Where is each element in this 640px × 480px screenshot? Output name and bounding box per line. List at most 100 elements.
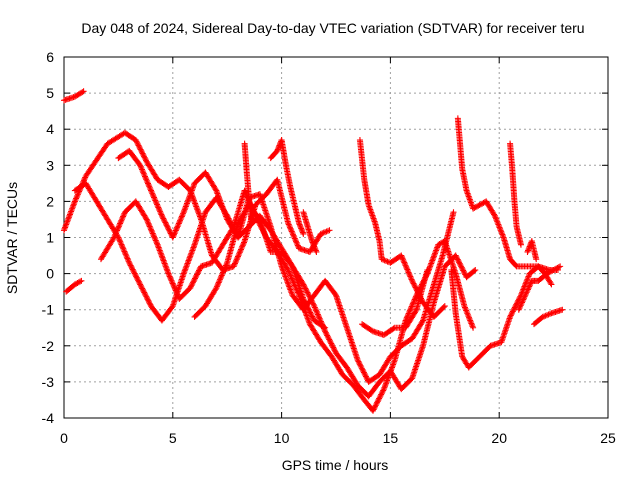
y-tick-label: -1 <box>42 302 55 318</box>
data-point <box>236 249 243 256</box>
data-point <box>518 300 525 307</box>
data-point <box>223 261 230 268</box>
data-point <box>137 281 144 288</box>
data-point <box>166 272 173 279</box>
data-point <box>175 221 182 228</box>
data-point <box>474 203 481 210</box>
data-point <box>147 186 154 193</box>
data-point <box>526 282 533 289</box>
data-point <box>527 280 534 287</box>
data-point <box>405 310 412 317</box>
data-point <box>125 258 132 265</box>
data-point <box>130 267 137 274</box>
data-point <box>239 242 246 249</box>
data-point <box>120 247 127 254</box>
data-point <box>524 287 531 294</box>
data-point <box>400 258 407 265</box>
data-point <box>231 261 238 268</box>
data-point <box>217 275 224 282</box>
data-point <box>357 362 364 369</box>
data-point <box>171 284 178 291</box>
data-point <box>81 175 88 182</box>
data-point <box>409 277 416 284</box>
data-point <box>380 387 387 394</box>
series-track-14 <box>448 263 555 371</box>
data-point <box>126 261 133 268</box>
data-point <box>168 304 175 311</box>
data-point <box>194 270 201 277</box>
series-track-4 <box>71 180 329 331</box>
data-point <box>73 194 80 201</box>
data-point <box>440 304 447 311</box>
data-point <box>213 285 220 292</box>
series-track-11 <box>356 137 448 320</box>
data-point <box>112 231 119 238</box>
data-point <box>466 314 473 321</box>
data-point <box>413 285 420 292</box>
data-point <box>471 267 478 274</box>
data-point <box>304 289 311 296</box>
data-point <box>328 341 335 348</box>
data-point <box>287 225 294 232</box>
data-point <box>547 268 554 275</box>
data-point <box>470 205 477 212</box>
data-point <box>123 252 130 259</box>
data-point <box>455 257 462 264</box>
data-point <box>411 283 418 290</box>
data-point <box>139 167 146 174</box>
data-point <box>116 221 123 228</box>
data-point <box>294 289 301 296</box>
data-point <box>499 233 506 240</box>
data-point <box>155 204 162 211</box>
data-point <box>218 272 225 279</box>
data-point <box>408 276 415 283</box>
data-point <box>132 271 139 278</box>
data-point <box>121 248 128 255</box>
data-point <box>145 181 152 188</box>
data-point <box>240 240 247 247</box>
data-point <box>469 323 476 330</box>
data-point <box>219 271 226 278</box>
data-point <box>555 264 562 271</box>
data-point <box>456 260 463 267</box>
data-point <box>284 265 291 272</box>
series-track-10 <box>300 209 320 255</box>
data-point <box>74 279 81 286</box>
data-point <box>321 326 328 333</box>
data-point <box>369 407 376 414</box>
data-point <box>463 307 470 314</box>
data-point <box>190 278 197 285</box>
data-point <box>146 222 153 229</box>
data-point <box>403 314 410 321</box>
data-point <box>237 247 244 254</box>
data-point <box>521 293 528 300</box>
series-track-3 <box>63 277 85 295</box>
data-point <box>114 227 121 234</box>
data-point <box>215 280 222 287</box>
data-point <box>401 259 408 266</box>
x-tick-label: 5 <box>169 430 177 446</box>
x-tick-label: 15 <box>383 430 399 446</box>
data-point <box>523 279 530 286</box>
data-point <box>408 303 415 310</box>
data-point <box>73 195 80 202</box>
data-point <box>236 250 243 257</box>
data-point <box>159 214 166 221</box>
data-point <box>138 284 145 291</box>
data-point <box>175 220 182 227</box>
data-point <box>327 339 334 346</box>
data-point <box>289 229 296 236</box>
data-point <box>143 216 150 223</box>
data-point <box>292 236 299 243</box>
data-point <box>160 216 167 223</box>
data-point <box>363 374 370 381</box>
data-point <box>292 285 299 292</box>
series-track-15 <box>507 140 524 248</box>
data-point <box>170 281 177 288</box>
data-point <box>524 286 531 293</box>
data-point <box>286 269 293 276</box>
data-point <box>148 188 155 195</box>
data-point <box>117 219 124 226</box>
data-point <box>406 307 413 314</box>
series-track-9 <box>267 137 307 237</box>
